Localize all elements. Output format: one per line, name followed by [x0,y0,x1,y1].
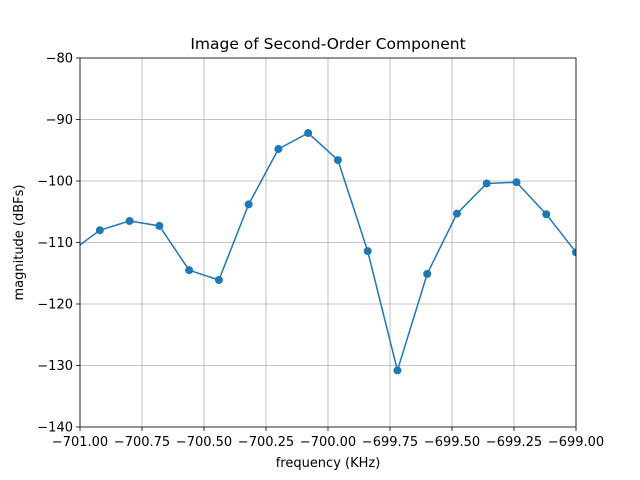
data-point [393,366,402,375]
grid [79,57,577,428]
y-tick-label: −120 [37,298,73,313]
data-point [155,221,164,230]
data-point [244,200,253,209]
data-point [482,179,491,188]
y-tick-label: −80 [46,52,73,67]
chart-title: Image of Second-Order Component [190,35,465,53]
x-axis-label: frequency (KHz) [276,456,381,471]
x-tick-label: −699.00 [548,435,604,450]
data-point [452,209,461,218]
data-point [95,226,104,235]
x-tick-label: −700.00 [300,435,356,450]
x-tick-label: −701.00 [52,435,108,450]
x-tick-label: −699.50 [424,435,480,450]
x-tick-label: −699.75 [362,435,418,450]
data-point [363,247,372,256]
data-point [512,178,521,187]
plot-area [80,129,576,375]
y-tick-label: −130 [37,359,73,374]
y-tick-label: −90 [46,113,73,128]
data-point [274,145,283,154]
data-point [423,269,432,278]
x-tick-label: −700.50 [176,435,232,450]
y-tick-label: −110 [37,236,73,251]
data-point [185,266,194,275]
y-axis-label: magnitude (dBFs) [12,184,27,300]
x-tick-label: −699.25 [486,435,542,450]
x-tick-label: −700.75 [114,435,170,450]
data-point [333,156,342,165]
data-point [572,248,576,257]
data-point [304,129,313,138]
y-tick-label: −140 [37,421,73,436]
x-tick-label: −700.25 [238,435,294,450]
data-point [214,276,223,285]
data-point [125,216,134,225]
series [80,129,576,375]
axis-ticks: −701.00 −700.75 −700.50 −700.25 −700.00 −699.… [37,52,604,451]
data-point [542,210,551,219]
series-line [80,132,576,372]
y-tick-label: −100 [37,175,73,190]
